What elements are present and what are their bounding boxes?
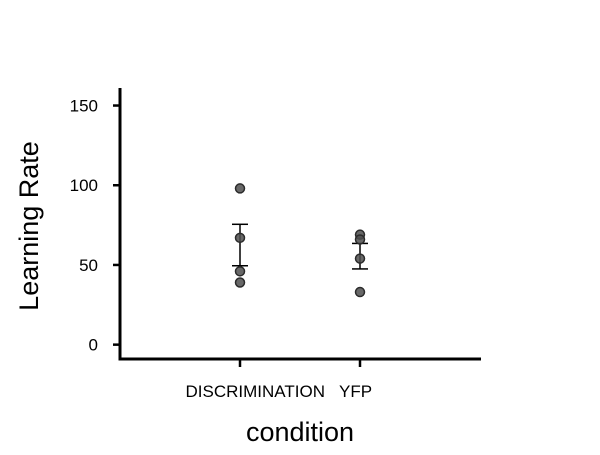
y-tick-label: 150 <box>70 97 98 116</box>
axes <box>118 88 481 361</box>
data-point <box>354 253 366 264</box>
error-bars <box>232 223 368 270</box>
data-point <box>234 266 246 277</box>
data-point <box>234 232 246 244</box>
y-axis-title: Learning Rate <box>14 141 44 311</box>
y-tick-label: 0 <box>89 336 98 355</box>
data-point <box>234 277 246 288</box>
x-axis-title: condition <box>246 417 354 447</box>
y-tick-label: 100 <box>70 176 98 195</box>
x-tick-label: DISCRIMINATION <box>186 382 325 401</box>
data-point <box>354 286 366 298</box>
data-point <box>354 234 366 245</box>
ticks: 0 50 100 150 DISCRIMINATION YFP <box>70 97 372 401</box>
data-point <box>234 183 246 194</box>
data-points <box>234 183 366 298</box>
x-tick-label: YFP <box>339 382 372 401</box>
y-tick-label: 50 <box>79 256 98 275</box>
